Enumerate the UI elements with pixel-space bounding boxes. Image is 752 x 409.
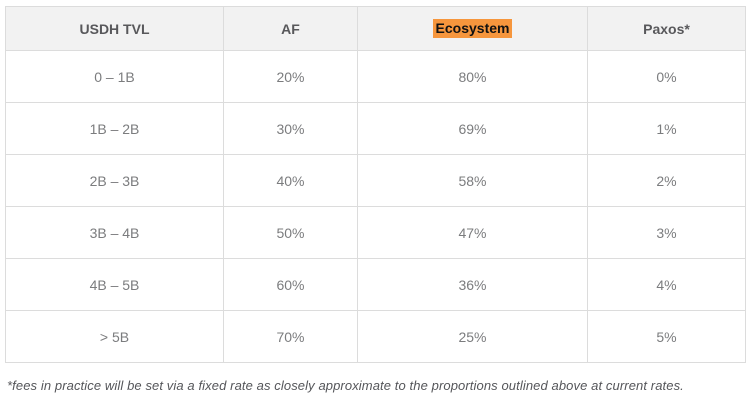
cell-af-share: 40%	[223, 154, 358, 207]
cell-ecosystem-share: 58%	[357, 154, 588, 207]
column-header-label: USDH TVL	[79, 20, 150, 37]
cell-ecosystem-share: 25%	[357, 310, 588, 363]
cell-ecosystem-share: 80%	[357, 50, 588, 103]
cell-tvl-range: 1B – 2B	[5, 102, 224, 155]
cell-tvl-range: 4B – 5B	[5, 258, 224, 311]
ecosystem-highlight: Ecosystem	[432, 18, 513, 39]
table-row: 1B – 2B 30% 69% 1%	[5, 102, 746, 155]
cell-tvl-range: 3B – 4B	[5, 206, 224, 259]
table-row: 0 – 1B 20% 80% 0%	[5, 50, 746, 103]
cell-af-share: 30%	[223, 102, 358, 155]
column-header-paxos: Paxos*	[587, 6, 746, 51]
cell-tvl-range: 2B – 3B	[5, 154, 224, 207]
fee-split-table: USDH TVL AF Ecosystem Paxos* 0 – 1B 20% …	[5, 6, 746, 363]
cell-ecosystem-share: 36%	[357, 258, 588, 311]
cell-ecosystem-share: 69%	[357, 102, 588, 155]
cell-tvl-range: 0 – 1B	[5, 50, 224, 103]
column-header-usdh-tvl: USDH TVL	[5, 6, 224, 51]
table-row: > 5B 70% 25% 5%	[5, 310, 746, 363]
cell-ecosystem-share: 47%	[357, 206, 588, 259]
table-row: 2B – 3B 40% 58% 2%	[5, 154, 746, 207]
cell-paxos-share: 5%	[587, 310, 746, 363]
cell-paxos-share: 4%	[587, 258, 746, 311]
column-header-ecosystem: Ecosystem	[357, 6, 588, 51]
column-header-af: AF	[223, 6, 358, 51]
column-header-label: AF	[281, 20, 300, 37]
cell-af-share: 70%	[223, 310, 358, 363]
cell-af-share: 60%	[223, 258, 358, 311]
cell-af-share: 20%	[223, 50, 358, 103]
cell-tvl-range: > 5B	[5, 310, 224, 363]
footnote: *fees in practice will be set via a fixe…	[7, 378, 684, 393]
cell-paxos-share: 0%	[587, 50, 746, 103]
cell-paxos-share: 2%	[587, 154, 746, 207]
table-header-row: USDH TVL AF Ecosystem Paxos*	[5, 6, 746, 51]
column-header-label: Paxos*	[643, 20, 690, 37]
cell-af-share: 50%	[223, 206, 358, 259]
table-row: 3B – 4B 50% 47% 3%	[5, 206, 746, 259]
cell-paxos-share: 3%	[587, 206, 746, 259]
cell-paxos-share: 1%	[587, 102, 746, 155]
table-row: 4B – 5B 60% 36% 4%	[5, 258, 746, 311]
